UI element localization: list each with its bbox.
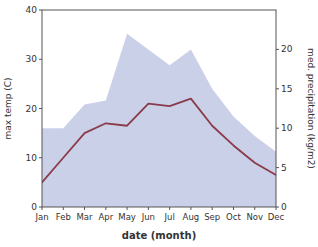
x-tick-label: Jun	[141, 212, 155, 222]
y-tick-label: 20	[26, 104, 38, 114]
x-tick	[169, 207, 170, 210]
x-tick	[127, 207, 128, 210]
y-tick-label: 10	[26, 153, 38, 163]
x-tick-label: Feb	[56, 212, 71, 222]
temp-line	[42, 99, 276, 183]
x-tick-label: Sep	[204, 212, 220, 222]
y2-tick-label: 10	[281, 123, 293, 133]
y2-tick-label: 0	[281, 202, 287, 212]
y-axis-label: max temp (C)	[3, 77, 13, 139]
y2-tick-label: 20	[281, 44, 293, 54]
x-tick-label: Aug	[183, 212, 200, 222]
y2-tick	[276, 128, 279, 129]
y-tick-label: 40	[26, 5, 38, 15]
x-tick-label: Mar	[77, 212, 94, 222]
x-axis-label: date (month)	[122, 230, 196, 241]
y-tick	[39, 157, 42, 158]
y-tick	[39, 10, 42, 11]
y2-tick-label: 15	[281, 84, 292, 94]
y2-tick-label: 5	[281, 163, 287, 173]
x-tick-label: May	[118, 212, 136, 222]
x-tick-label: Dec	[268, 212, 285, 222]
y-tick-label: 30	[26, 54, 38, 64]
y-tick	[39, 59, 42, 60]
x-tick-label: Jul	[164, 212, 175, 222]
y2-axis-label: med. precipitation (kg/m2)	[306, 48, 316, 169]
chart: 0 10 20 30 40 0 5 10 15 20 Jan Feb Mar Apr May Jun Jul Au…	[0, 0, 318, 247]
x-tick-label: Nov	[246, 212, 263, 222]
x-tick	[42, 207, 43, 210]
plot-frame	[42, 10, 276, 207]
x-tick	[233, 207, 234, 210]
x-tick	[105, 207, 106, 210]
x-tick	[63, 207, 64, 210]
y-tick	[39, 108, 42, 109]
precip-area	[42, 34, 276, 207]
x-tick-label: Apr	[98, 212, 113, 222]
y-tick-label: 0	[31, 202, 37, 212]
x-tick	[84, 207, 85, 210]
x-tick-label: Jan	[34, 212, 48, 222]
y2-tick	[276, 49, 279, 50]
y2-tick	[276, 167, 279, 168]
x-tick-label: Oct	[226, 212, 241, 222]
x-tick	[212, 207, 213, 210]
x-tick	[276, 207, 277, 210]
x-tick	[254, 207, 255, 210]
plot-area	[42, 34, 276, 207]
x-tick	[190, 207, 191, 210]
x-tick	[148, 207, 149, 210]
y2-tick	[276, 88, 279, 89]
